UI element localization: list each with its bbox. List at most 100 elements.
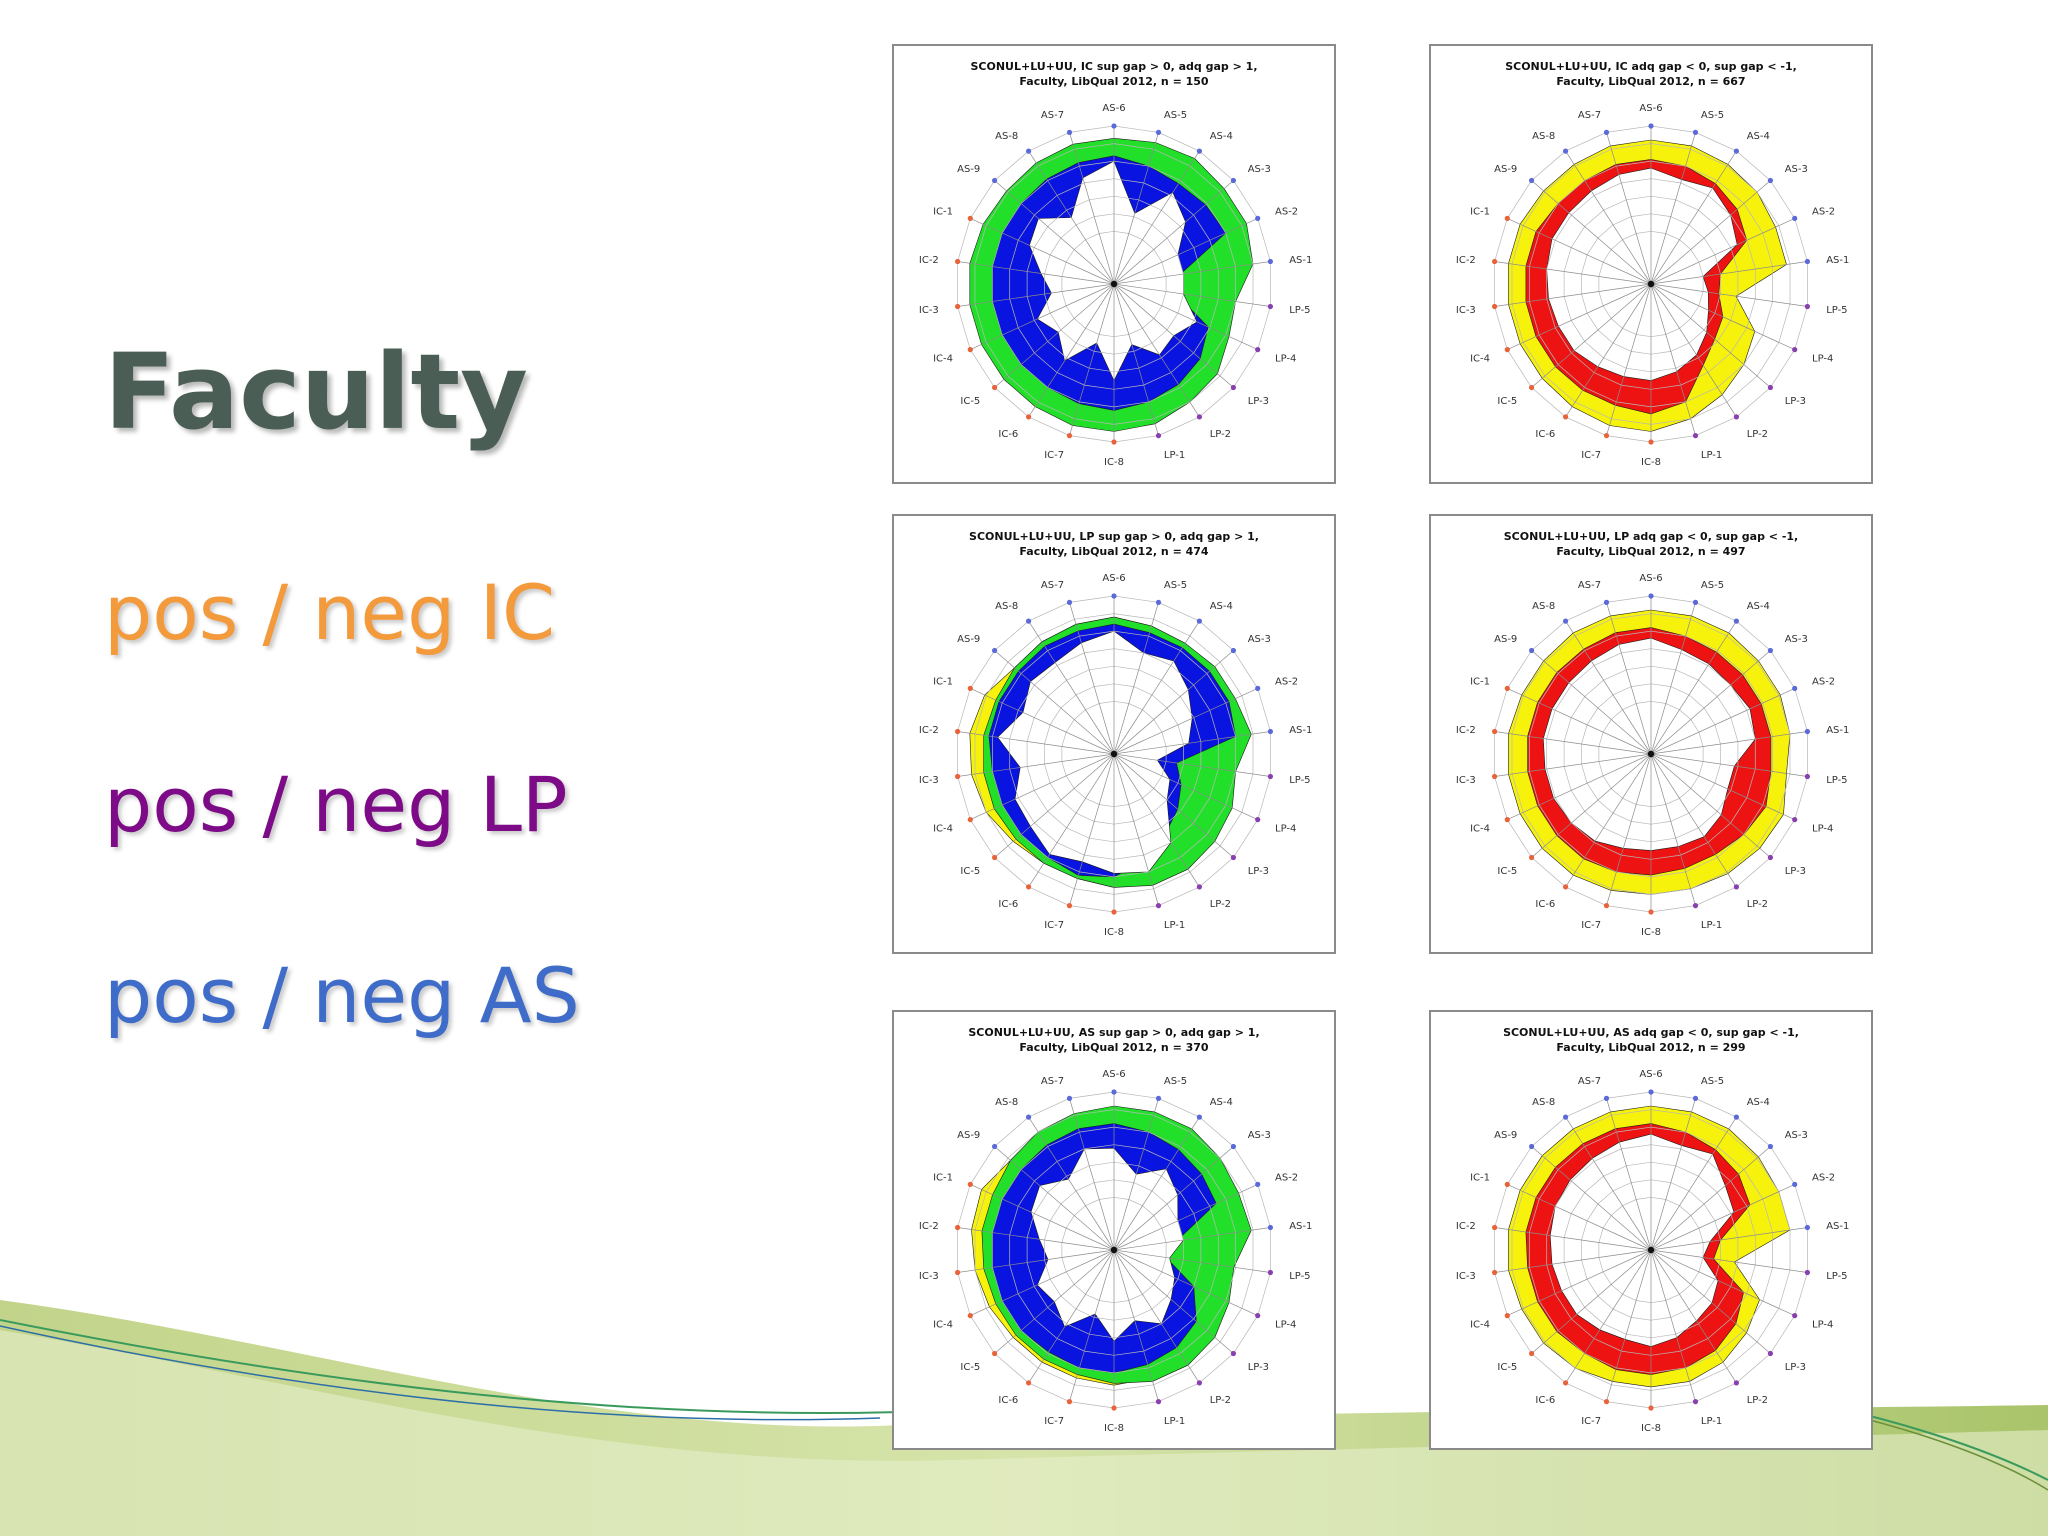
radar-axis-label: IC-7 xyxy=(1044,1416,1064,1427)
radar-axis-label: LP-3 xyxy=(1785,1362,1806,1373)
radar-axis-marker xyxy=(955,258,961,265)
radar-axis-label: IC-7 xyxy=(1581,920,1601,931)
radar-spoke xyxy=(1650,283,1696,436)
radar-axis-marker xyxy=(1066,599,1073,605)
radar-spoke xyxy=(1494,261,1652,285)
radar-axis-label: AS-2 xyxy=(1275,1173,1298,1184)
radar-axis-marker xyxy=(1230,1143,1236,1150)
radar-axis-marker xyxy=(1733,884,1739,890)
radar-axis-marker xyxy=(992,1143,998,1150)
radar-spoke xyxy=(1113,150,1200,285)
radar-spoke xyxy=(1069,132,1115,285)
chart-subtitle: Faculty, LibQual 2012, n = 299 xyxy=(1556,1041,1745,1054)
radar-spoke xyxy=(957,731,1115,755)
radar-axis-marker xyxy=(1648,593,1654,599)
radar-spoke xyxy=(1507,1249,1652,1316)
radar-axis-marker xyxy=(1255,215,1261,221)
radar-axis-label: AS-8 xyxy=(995,601,1018,612)
radar-spoke xyxy=(957,283,1115,307)
radar-axis-marker xyxy=(1267,303,1273,310)
radar-axis-marker xyxy=(1267,1224,1273,1231)
radar-axis-label: IC-2 xyxy=(919,725,939,736)
radar-axis-marker xyxy=(1603,433,1610,439)
radar-chart-ic-positive: SCONUL+LU+UU, IC sup gap > 0, adq gap > … xyxy=(919,60,1312,468)
radar-axis-marker xyxy=(967,1313,973,1319)
radar-spoke xyxy=(1531,650,1652,755)
radar-axis-marker xyxy=(1111,1405,1117,1411)
radar-axis-label: AS-9 xyxy=(1494,1130,1517,1141)
radar-spoke xyxy=(1113,753,1234,858)
radar-spoke xyxy=(1650,283,1808,307)
chart-title: SCONUL+LU+UU, AS adq gap < 0, sup gap < … xyxy=(1503,1026,1799,1039)
radar-spoke xyxy=(970,218,1115,285)
radar-spoke xyxy=(1069,602,1115,755)
radar-spoke xyxy=(1028,1116,1115,1251)
radar-axis-marker xyxy=(1155,599,1162,605)
radar-axis-label: AS-7 xyxy=(1578,1076,1601,1087)
radar-spoke xyxy=(1507,218,1652,285)
radar-axis-marker xyxy=(1504,215,1510,221)
legend-as-text: pos / neg AS xyxy=(104,951,580,1040)
radar-axis-label: AS-6 xyxy=(1102,573,1125,584)
radar-axis-marker xyxy=(1733,414,1739,420)
radar-spoke xyxy=(1565,753,1652,888)
radar-chart-panel-ic-positive: SCONUL+LU+UU, IC sup gap > 0, adq gap > … xyxy=(892,44,1336,484)
radar-spoke xyxy=(1113,602,1159,755)
radar-axis-marker xyxy=(1492,258,1498,265)
radar-axis-label: AS-8 xyxy=(1532,1097,1555,1108)
radar-spoke xyxy=(1650,753,1737,888)
chart-title: SCONUL+LU+UU, LP sup gap > 0, adq gap > … xyxy=(969,530,1259,543)
radar-axis-marker xyxy=(1492,728,1498,735)
radar-axis-marker xyxy=(1267,1269,1273,1276)
radar-axis-marker xyxy=(1804,1224,1810,1231)
radar-spoke xyxy=(1494,1227,1652,1251)
radar-axis-marker xyxy=(1026,884,1032,890)
radar-axis-label: IC-3 xyxy=(1456,1271,1476,1282)
radar-spoke xyxy=(1531,1146,1652,1251)
radar-axis-label: IC-8 xyxy=(1104,927,1124,938)
radar-axis-label: AS-3 xyxy=(1785,634,1808,645)
radar-spoke xyxy=(1650,620,1737,755)
radar-spoke xyxy=(1113,1146,1234,1251)
radar-axis-marker xyxy=(1111,439,1117,445)
radar-chart-lp-positive: SCONUL+LU+UU, LP sup gap > 0, adq gap > … xyxy=(919,530,1312,938)
radar-spoke xyxy=(1650,1146,1771,1251)
radar-axis-marker xyxy=(1792,1181,1798,1187)
radar-axis-label: AS-1 xyxy=(1289,725,1312,736)
radar-axis-label: LP-1 xyxy=(1164,450,1185,461)
radar-spoke xyxy=(1650,283,1795,350)
chart-title: SCONUL+LU+UU, AS sup gap > 0, adq gap > … xyxy=(968,1026,1259,1039)
radar-axis-label: AS-1 xyxy=(1826,1221,1849,1232)
radar-axis-label: IC-6 xyxy=(1535,899,1555,910)
radar-axis-label: AS-7 xyxy=(1578,580,1601,591)
radar-spoke xyxy=(970,283,1115,350)
radar-axis-label: IC-3 xyxy=(919,775,939,786)
radar-axis-marker xyxy=(1692,599,1699,605)
radar-spoke xyxy=(1113,283,1200,418)
radar-axis-label: AS-9 xyxy=(957,164,980,175)
radar-axis-label: IC-4 xyxy=(933,824,953,835)
radar-axis-label: AS-8 xyxy=(995,1097,1018,1108)
radar-spoke xyxy=(1069,753,1115,906)
radar-spoke xyxy=(1113,261,1271,285)
radar-axis-marker xyxy=(992,647,998,654)
radar-axis-label: LP-5 xyxy=(1826,305,1847,316)
radar-axis-marker xyxy=(1648,909,1654,915)
radar-axis-label: LP-5 xyxy=(1289,775,1310,786)
radar-spoke xyxy=(1113,731,1271,755)
radar-spoke xyxy=(1650,218,1795,285)
radar-axis-marker xyxy=(1255,1313,1261,1319)
radar-spoke xyxy=(994,180,1115,285)
radar-axis-label: AS-1 xyxy=(1826,255,1849,266)
radar-axis-label: AS-2 xyxy=(1812,677,1835,688)
radar-axis-label: AS-5 xyxy=(1164,110,1187,121)
radar-axis-marker xyxy=(1492,1224,1498,1231)
radar-axis-label: IC-7 xyxy=(1044,450,1064,461)
radar-axis-label: AS-8 xyxy=(1532,131,1555,142)
radar-spoke xyxy=(957,261,1115,285)
radar-axis-marker xyxy=(1255,347,1261,353)
radar-axis-marker xyxy=(1767,647,1773,654)
radar-axis-label: AS-2 xyxy=(1275,207,1298,218)
radar-axis-marker xyxy=(1767,384,1773,391)
radar-axis-label: AS-9 xyxy=(957,1130,980,1141)
